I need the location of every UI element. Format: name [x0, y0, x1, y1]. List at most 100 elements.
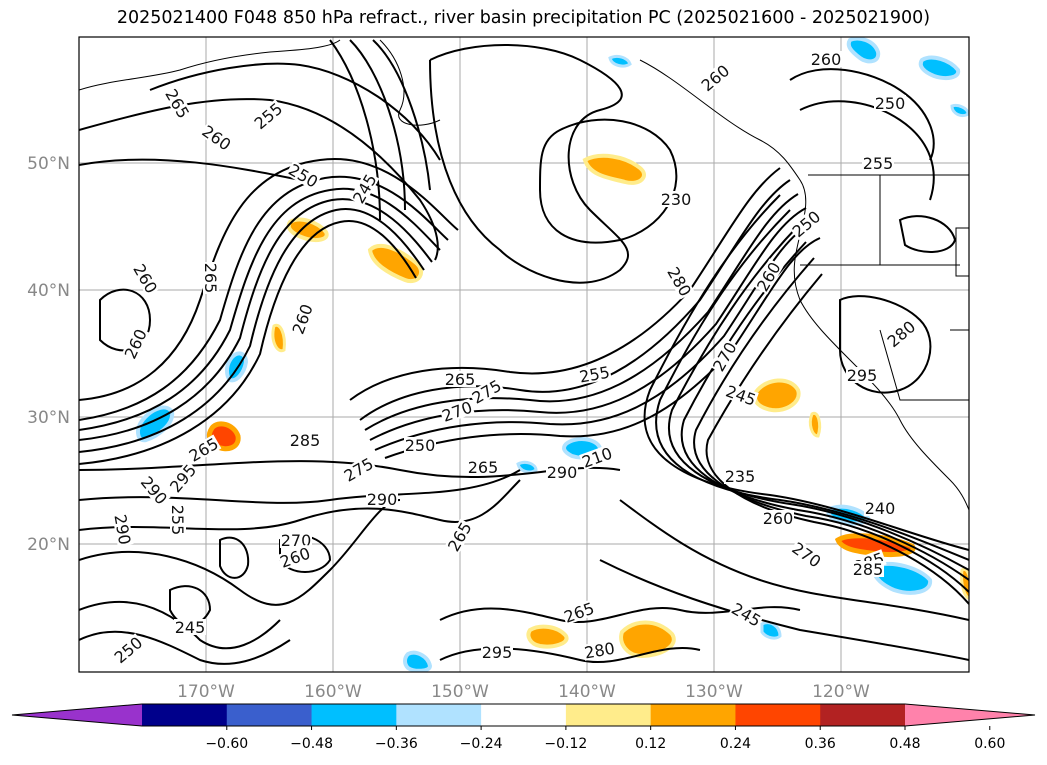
contour-label-text: 230	[661, 190, 692, 209]
precip-positive-patch	[808, 411, 822, 438]
contour-label: 265	[444, 370, 476, 389]
precip-positive-patch	[619, 620, 676, 659]
contour-label: 235	[724, 467, 756, 486]
contour-label-background	[174, 619, 206, 635]
contour-line	[79, 630, 291, 665]
precip-positive-patch	[753, 378, 801, 413]
colorbar-extend-low	[12, 704, 142, 726]
colorbar-segment	[735, 704, 821, 726]
precip-negative-patch	[516, 460, 538, 474]
contour-label-text: 270	[281, 531, 312, 550]
contour-label-text: 290	[547, 463, 578, 482]
contour-label-text: 255	[863, 154, 894, 173]
contour-line	[149, 62, 441, 161]
contour-label-background	[137, 472, 171, 508]
colorbar-tick-label: −0.12	[544, 736, 587, 752]
contour-label-text: 295	[847, 366, 878, 385]
lat-label-20n: 20°N	[27, 535, 70, 555]
contour-label: 265	[467, 458, 499, 477]
north-america-coast	[639, 59, 969, 511]
contour-label-background	[723, 382, 759, 409]
contour-label-background	[660, 191, 692, 207]
contour-label-text: 295	[482, 643, 513, 662]
contour-label: 285	[289, 431, 321, 450]
contour-line	[79, 208, 425, 453]
precip-positive-patch	[582, 153, 646, 185]
contour-label-text: 260	[763, 509, 794, 528]
contour-label-background	[789, 538, 825, 571]
contour-line	[705, 273, 969, 605]
precip-negative-patch	[403, 650, 433, 672]
contour-label-background	[203, 262, 219, 294]
contour-line	[372, 39, 431, 191]
contour-label-text: 250	[875, 94, 906, 113]
contour-line	[79, 98, 439, 261]
contour-label-text: 260	[811, 50, 842, 69]
contour-line	[349, 167, 781, 401]
contour-label-text: 265	[468, 458, 499, 477]
colorbar-segment	[565, 704, 652, 726]
contour-label-background	[349, 170, 380, 207]
contour-label: 245	[174, 618, 206, 637]
contour-line	[599, 559, 969, 661]
contour-label: 295	[846, 366, 878, 385]
colorbar-outline	[11, 703, 1036, 727]
contour-line	[364, 193, 799, 431]
contour-label: 255	[168, 504, 187, 536]
contour-label-background	[112, 512, 134, 547]
contour-label-background	[110, 633, 146, 667]
contour-line	[79, 198, 433, 441]
lon-label-140w: 140°W	[558, 682, 616, 702]
colorbar-segment	[396, 704, 482, 726]
contour-label: 285	[852, 560, 884, 579]
lat-label-50n: 50°N	[27, 154, 70, 174]
contour-label-background	[788, 207, 824, 241]
contour-label: 295	[481, 643, 513, 662]
coastline	[79, 39, 341, 91]
contour-label-background	[883, 317, 919, 351]
contour-line	[789, 68, 935, 161]
contour-label-background	[864, 500, 896, 516]
contour-label-background	[561, 599, 597, 626]
contour-line	[655, 209, 969, 561]
colorbar-segment	[481, 704, 567, 726]
graticule	[79, 37, 969, 672]
contour-line	[619, 499, 969, 621]
contour-label-text: 285	[290, 431, 321, 450]
contour-label-background	[546, 464, 578, 480]
contour-label-background	[340, 454, 377, 485]
contour-line	[79, 187, 441, 431]
precip-positive-patch	[271, 323, 286, 353]
contour-line	[898, 215, 957, 253]
contour-line	[329, 39, 381, 221]
contour-label-background	[874, 95, 906, 111]
contour-label-text: 290	[367, 490, 398, 509]
contour-line	[79, 601, 281, 650]
lon-label-160w: 160°W	[304, 682, 362, 702]
contour-line	[643, 194, 969, 551]
colorbar-segment	[311, 704, 397, 726]
contour-line	[219, 536, 250, 579]
coastlines	[79, 39, 969, 511]
colorbar-tick-label: −0.48	[290, 736, 333, 752]
contour-line	[384, 237, 821, 459]
contour-line	[79, 158, 301, 181]
contour-label: 275	[340, 454, 377, 486]
colorbar-segment	[650, 704, 736, 726]
precip-positive-patch	[286, 217, 329, 242]
contour-label-background	[467, 459, 499, 475]
contour-label-background	[162, 85, 193, 122]
contour-label-background	[444, 371, 476, 387]
contour-label-background	[444, 518, 475, 555]
state-border	[955, 227, 969, 277]
precip-negative-patch	[918, 55, 961, 80]
colorbar-tick-label: 0.36	[805, 736, 836, 752]
contour-line	[538, 118, 678, 244]
contour-label-background	[728, 599, 765, 630]
contour-label-background	[185, 434, 222, 465]
contour-label-background	[250, 99, 286, 133]
contour-label-text: 235	[725, 467, 756, 486]
precip-positive-patch	[526, 624, 569, 649]
contour-label: 260	[762, 509, 794, 528]
